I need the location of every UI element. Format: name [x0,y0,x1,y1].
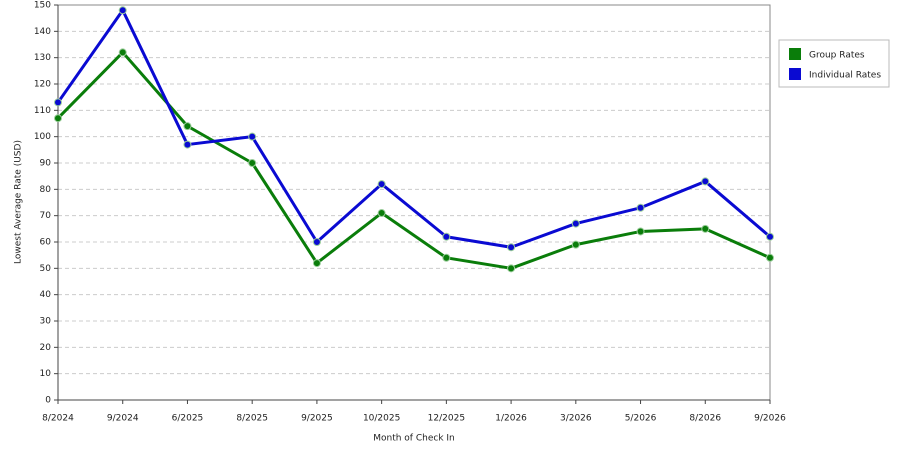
point [312,238,321,246]
point [507,264,516,273]
x-tick-label: 1/2026 [495,414,527,424]
y-tick-label: 110 [34,106,51,116]
point [312,259,321,268]
x-axis-label: Month of Check In [373,434,455,444]
point [701,224,710,233]
y-tick-label: 40 [40,290,52,300]
legend-swatch [789,48,801,60]
point [766,232,774,241]
y-tick-label: 120 [34,80,51,90]
y-axis-label: Lowest Average Rate (USD) [14,140,24,264]
legend-swatch [789,68,801,80]
point [183,140,192,149]
y-tick-label: 20 [40,343,52,353]
y-tick-label: 0 [45,396,51,406]
x-tick-label: 9/2026 [754,414,786,424]
y-tick-label: 30 [40,317,52,327]
y-tick-label: 150 [34,1,51,11]
y-tick-label: 80 [40,185,52,195]
y-tick-label: 70 [40,211,52,221]
point [636,203,645,212]
x-tick-label: 6/2025 [172,414,204,424]
point [701,177,710,186]
point [636,227,645,236]
x-tick-label: 5/2026 [625,414,657,424]
y-tick-label: 50 [40,264,52,274]
y-tick-label: 130 [34,53,51,63]
point [248,159,257,167]
point [248,132,257,141]
x-tick-label: 9/2024 [107,414,139,424]
point [571,219,580,228]
legend-label: Individual Rates [809,71,881,81]
x-tick-label: 3/2026 [560,414,592,424]
y-tick-label: 10 [40,369,52,379]
point [571,240,580,249]
x-tick-label: 8/2026 [689,414,721,424]
legend-label: Group Rates [809,51,865,61]
point [377,209,386,218]
x-tick-label: 8/2024 [42,414,74,424]
point [118,48,127,57]
y-tick-label: 90 [40,159,52,169]
series-line [56,8,771,249]
x-tick-label: 12/2025 [428,414,465,424]
point [507,243,516,252]
point [118,6,127,15]
point [442,232,451,241]
point [54,98,62,107]
point [54,114,62,123]
point [766,253,774,262]
point [183,122,192,131]
point [377,180,386,189]
plot-area [57,4,771,401]
point [442,253,451,262]
x-tick-label: 9/2025 [301,414,333,424]
x-tick-label: 10/2025 [363,414,400,424]
y-tick-label: 60 [40,238,52,248]
series-line [56,50,771,270]
y-tick-label: 100 [34,132,51,142]
x-tick-label: 8/2025 [236,414,268,424]
y-tick-label: 140 [34,27,51,37]
